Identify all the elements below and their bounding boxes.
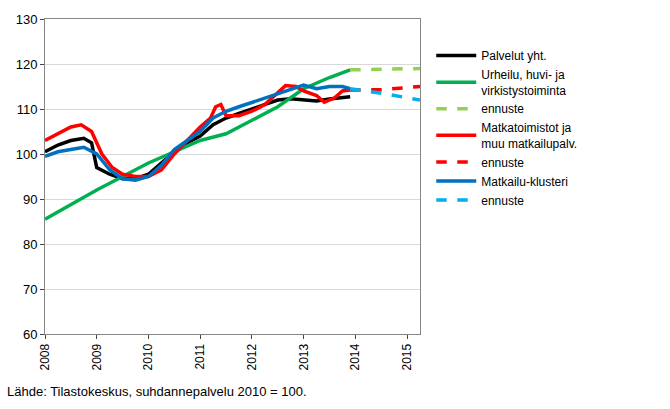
svg-text:Matkatoimistot jamuu matkailup: Matkatoimistot jamuu matkailupalv. — [481, 121, 577, 151]
svg-text:100: 100 — [16, 147, 38, 162]
svg-text:Matkailu-klusteri: Matkailu-klusteri — [481, 175, 568, 189]
svg-text:Palvelut yht.: Palvelut yht. — [481, 49, 546, 63]
svg-text:Lähde: Tilastokeskus, suhdanne: Lähde: Tilastokeskus, suhdannepalvelu 20… — [7, 384, 307, 399]
svg-text:2012: 2012 — [245, 343, 259, 370]
svg-text:2008: 2008 — [38, 343, 52, 370]
svg-text:70: 70 — [23, 282, 37, 297]
svg-text:Urheilu, huvi- javirkistystoim: Urheilu, huvi- javirkistystoiminta — [481, 68, 566, 98]
svg-text:80: 80 — [23, 237, 37, 252]
svg-text:90: 90 — [23, 192, 37, 207]
svg-text:2011: 2011 — [193, 343, 207, 369]
svg-text:2013: 2013 — [297, 343, 311, 370]
svg-text:2010: 2010 — [141, 343, 155, 370]
svg-text:60: 60 — [23, 327, 37, 342]
svg-text:120: 120 — [16, 57, 38, 72]
svg-text:2009: 2009 — [90, 343, 104, 370]
svg-text:2014: 2014 — [348, 343, 362, 370]
svg-text:ennuste: ennuste — [481, 194, 524, 208]
svg-text:2015: 2015 — [400, 343, 414, 370]
svg-text:110: 110 — [17, 102, 38, 117]
svg-text:130: 130 — [16, 12, 38, 27]
svg-text:ennuste: ennuste — [481, 102, 524, 116]
svg-text:ennuste: ennuste — [481, 156, 524, 170]
